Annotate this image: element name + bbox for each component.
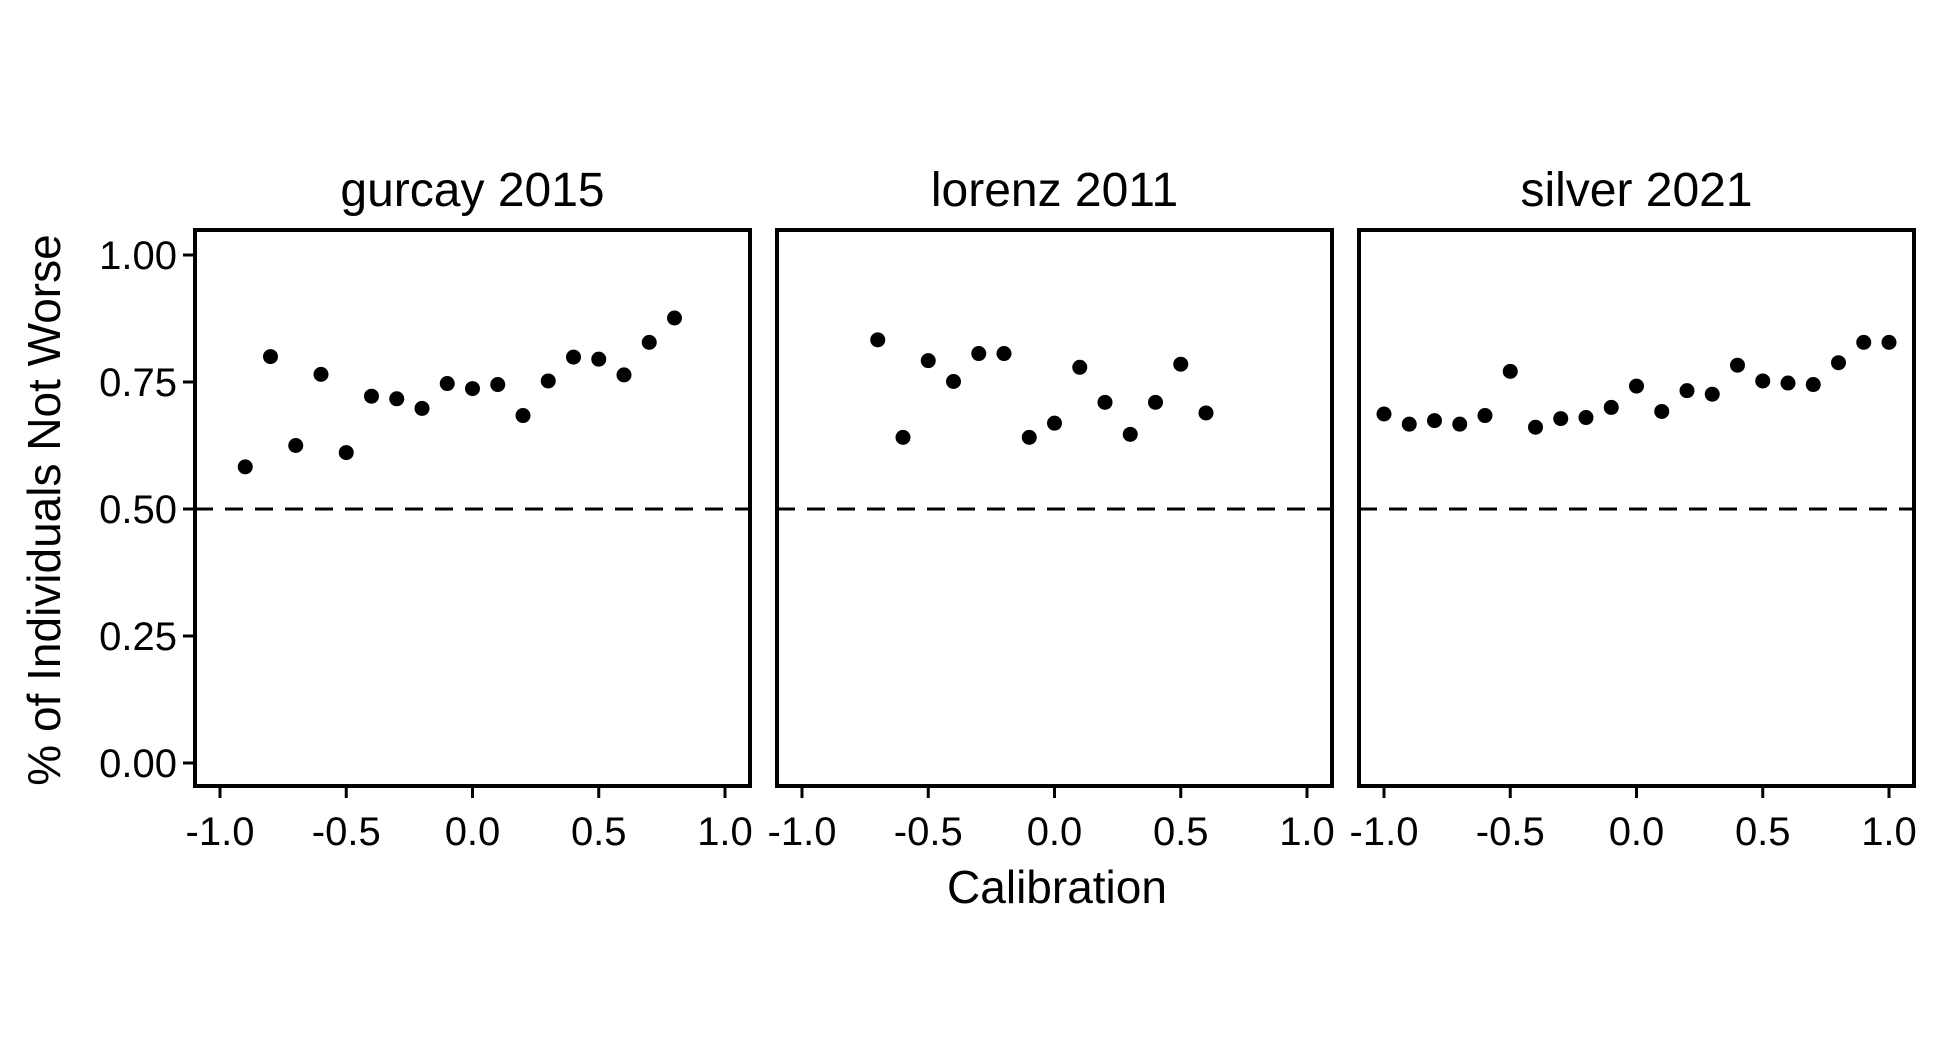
data-point [1148, 394, 1163, 410]
data-point [364, 388, 379, 404]
data-point [1578, 410, 1594, 426]
x-tick-label: -1.0 [1350, 810, 1419, 854]
y-tick-label: 0.25 [99, 615, 177, 659]
data-point [996, 346, 1012, 362]
x-tick-label: 1.0 [1861, 810, 1917, 854]
x-tick-label: 0.0 [1609, 810, 1665, 854]
y-axis-title: % of Individuals Not Worse [18, 234, 70, 785]
x-tick-label: 0.0 [445, 810, 501, 854]
data-point [667, 310, 682, 326]
x-tick-label: -1.0 [768, 810, 837, 854]
data-point [1629, 378, 1644, 394]
data-point [1780, 375, 1796, 391]
data-point [1502, 363, 1518, 379]
x-tick-label: 1.0 [1279, 810, 1335, 854]
data-point [288, 438, 304, 453]
x-tick-label: 0.5 [1735, 810, 1791, 854]
data-point [1831, 355, 1846, 371]
x-tick-label: 0.5 [1153, 810, 1209, 854]
data-point [870, 332, 886, 348]
data-point [1603, 399, 1619, 415]
y-tick-label: 0.00 [99, 742, 177, 786]
data-point [1097, 394, 1113, 410]
x-tick-label: -0.5 [1476, 810, 1545, 854]
data-point [641, 334, 657, 350]
data-point [1452, 416, 1468, 432]
data-point [1401, 416, 1417, 432]
data-point [1654, 403, 1670, 419]
panel-title: gurcay 2015 [340, 164, 604, 217]
data-point [1072, 359, 1088, 375]
x-tick-label: 0.0 [1027, 810, 1083, 854]
data-point [1477, 408, 1493, 424]
data-point [1198, 405, 1214, 421]
data-point [389, 391, 405, 407]
x-axis-title: Calibration [947, 861, 1167, 913]
data-point [1427, 413, 1442, 429]
x-tick-label: 1.0 [697, 810, 753, 854]
data-point [946, 373, 961, 389]
data-point [1755, 373, 1771, 389]
data-point [1528, 419, 1543, 435]
data-point [263, 349, 278, 365]
panel-title: lorenz 2011 [931, 164, 1178, 217]
data-point [920, 353, 936, 369]
data-point [1679, 383, 1695, 399]
data-point [1553, 411, 1569, 427]
data-point [591, 351, 607, 367]
data-point [566, 349, 581, 365]
data-point [313, 366, 329, 382]
data-point [338, 445, 354, 461]
panel-1: gurcay 2015 -1.0 -0.5 0.0 0.5 1.0 0.00 0.25 0.50… [99, 164, 753, 854]
data-point [971, 346, 987, 362]
data-point [237, 459, 253, 475]
data-point [1704, 386, 1720, 402]
data-point [1021, 429, 1037, 445]
x-tick-label: 0.5 [571, 810, 627, 854]
y-tick-label: 0.75 [99, 361, 177, 405]
panel-title: silver 2021 [1520, 164, 1752, 217]
x-tick-label: -0.5 [312, 810, 381, 854]
panels-layer: gurcay 2015-1.0 -0.5 0.0 0.5 1.00.000.250.50… [99, 164, 1917, 854]
data-point [414, 400, 430, 416]
data-point [1122, 426, 1138, 442]
data-point [1856, 334, 1872, 350]
data-point [1730, 357, 1745, 373]
data-point [465, 381, 480, 397]
x-tick-label: -1.0 [186, 810, 255, 854]
data-point [895, 429, 911, 445]
data-point [439, 376, 455, 392]
data-point [616, 367, 632, 383]
data-point [540, 373, 556, 389]
data-point [1047, 415, 1062, 431]
data-point [1376, 406, 1392, 422]
data-point [1881, 334, 1897, 350]
data-point [1173, 356, 1189, 372]
data-point [1805, 377, 1821, 393]
y-tick-label: 0.50 [99, 488, 177, 532]
data-point [490, 377, 506, 393]
data-point [515, 408, 531, 424]
y-tick-label: 1.00 [99, 234, 177, 278]
panel-2: lorenz 2011 -1.0 -0.5 0.0 0.5 1.0 [768, 164, 1335, 854]
x-tick-label: -0.5 [894, 810, 963, 854]
panel-3: silver 2021 -1.0 -0.5 0.0 0.5 1.0 [1350, 164, 1917, 854]
